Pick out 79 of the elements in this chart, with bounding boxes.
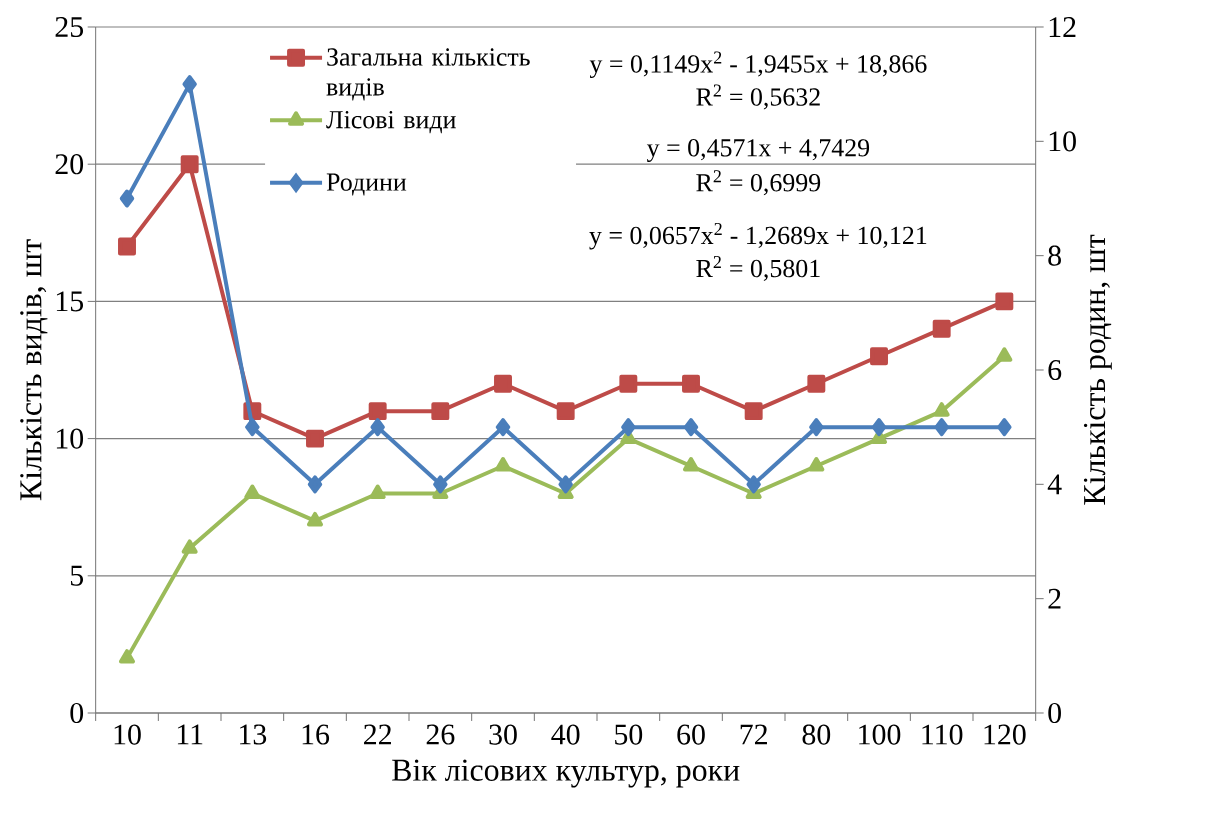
point <box>431 402 450 421</box>
point <box>683 418 699 437</box>
point <box>433 475 448 494</box>
x-tick-label: 100 <box>859 724 901 745</box>
x-tick-label: 16 <box>302 724 330 745</box>
point <box>809 418 824 437</box>
y2-tick-label: 12 <box>1049 17 1076 37</box>
x-axis-title: Вік лісових культур, роки <box>392 759 740 788</box>
point <box>307 475 323 494</box>
x-tick-label: 22 <box>364 724 391 745</box>
point <box>871 418 887 437</box>
point <box>494 457 512 472</box>
point <box>746 475 761 494</box>
x-tick-label: 13 <box>240 724 267 745</box>
point <box>997 418 1012 437</box>
point <box>182 75 197 94</box>
y-tick-label: 5 <box>70 565 84 586</box>
y2-axis-title: Кількість родин, шт <box>1083 234 1112 505</box>
point <box>933 402 950 417</box>
point <box>682 457 700 472</box>
x-tick-label: 11 <box>177 724 203 745</box>
x-tick-label: 72 <box>740 724 767 745</box>
point <box>306 429 324 448</box>
legend-label: Родини <box>326 173 407 196</box>
annotation: y = 0,0657x$^{2}$ - 1,2689x + 10,121 <box>589 222 927 250</box>
point <box>870 347 888 366</box>
point <box>995 292 1014 311</box>
point <box>180 155 199 174</box>
y2-tick-label: 2 <box>1048 588 1061 609</box>
y2-tick-label: 8 <box>1048 245 1061 266</box>
x-tick-label: 60 <box>677 724 705 745</box>
point <box>368 402 387 421</box>
point <box>996 347 1013 362</box>
x-tick-label: 120 <box>984 724 1026 745</box>
point <box>306 511 324 527</box>
x-tick-label: 80 <box>802 724 831 745</box>
y-tick-label: 20 <box>55 154 84 175</box>
point <box>494 374 512 393</box>
x-tick-label: 40 <box>551 724 580 745</box>
point <box>245 418 260 437</box>
annotation: R$^{2}$ = 0,5632 <box>696 84 820 110</box>
point <box>495 418 511 437</box>
point <box>118 649 136 664</box>
x-tick-label: 50 <box>615 724 643 745</box>
x-tick-label: 110 <box>922 724 963 745</box>
annotation: y = 0,1149x$^{2}$ - 1,9455x + 18,866 <box>589 51 927 79</box>
point <box>556 402 575 421</box>
annotation: y = 0,4571x + 4,7429 <box>646 139 870 162</box>
y2-tick-label: 4 <box>1047 474 1062 495</box>
y-axis-title: Кількість видів, шт <box>20 239 48 501</box>
annotation: R$^{2}$ = 0,6999 <box>696 170 821 196</box>
legend-label: Загальна кількість видів <box>326 48 530 101</box>
point <box>370 418 385 437</box>
legend-label: Лісові види <box>326 110 456 134</box>
x-tick-label: 26 <box>426 724 455 745</box>
point <box>744 402 763 421</box>
y2-tick-label: 6 <box>1048 359 1062 381</box>
y-tick-label: 10 <box>56 428 84 449</box>
y-tick-label: 0 <box>70 702 84 724</box>
point <box>682 374 700 393</box>
y2-tick-label: 10 <box>1049 131 1076 152</box>
point <box>808 457 825 472</box>
point <box>118 237 136 256</box>
point <box>932 319 951 338</box>
y2-tick-label: 0 <box>1048 702 1061 724</box>
point <box>621 418 636 437</box>
annotation: R$^{2}$ = 0,5801 <box>696 255 820 281</box>
point <box>558 475 573 494</box>
point <box>119 189 135 208</box>
x-tick-label: 10 <box>114 724 141 745</box>
point <box>244 484 261 499</box>
point <box>807 374 826 393</box>
x-tick-label: 30 <box>489 724 517 745</box>
point <box>181 539 198 554</box>
point <box>934 418 949 437</box>
y-tick-label: 25 <box>55 16 84 38</box>
point <box>619 374 638 393</box>
y-tick-label: 15 <box>56 291 84 312</box>
point <box>369 484 386 499</box>
